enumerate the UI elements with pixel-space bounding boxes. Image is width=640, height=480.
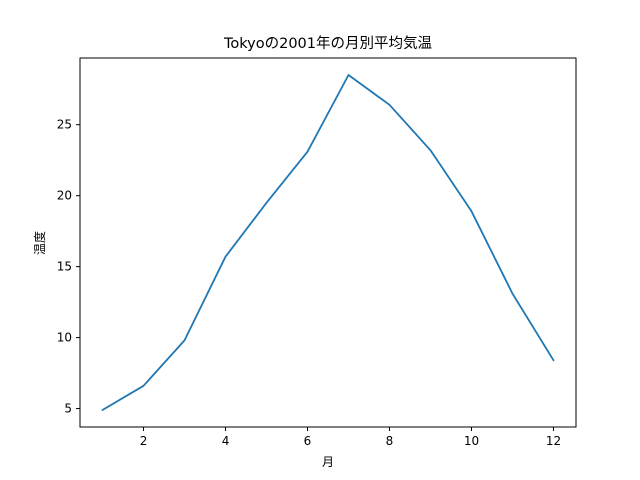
chart-title: Tokyoの2001年の月別平均気温 bbox=[223, 35, 432, 52]
x-tick-label: 6 bbox=[304, 434, 312, 448]
y-tick-label: 15 bbox=[57, 260, 72, 274]
x-axis-label: 月 bbox=[322, 455, 334, 469]
y-tick-label: 10 bbox=[57, 331, 72, 345]
x-tick-label: 8 bbox=[386, 434, 394, 448]
x-axis: 2 4 6 8 10 12 bbox=[140, 427, 561, 448]
x-tick-label: 10 bbox=[464, 434, 479, 448]
x-tick-label: 2 bbox=[140, 434, 148, 448]
y-tick-label: 5 bbox=[64, 402, 72, 416]
y-axis: 5 10 15 20 25 bbox=[57, 118, 80, 416]
y-tick-label: 20 bbox=[57, 189, 72, 203]
x-tick-label: 12 bbox=[546, 434, 561, 448]
plot-area bbox=[79, 57, 577, 428]
x-tick-label: 4 bbox=[222, 434, 230, 448]
y-tick-label: 25 bbox=[57, 118, 72, 132]
series-layer bbox=[101, 74, 555, 411]
y-axis-label: 温度 bbox=[32, 231, 47, 255]
series-line bbox=[101, 74, 555, 411]
